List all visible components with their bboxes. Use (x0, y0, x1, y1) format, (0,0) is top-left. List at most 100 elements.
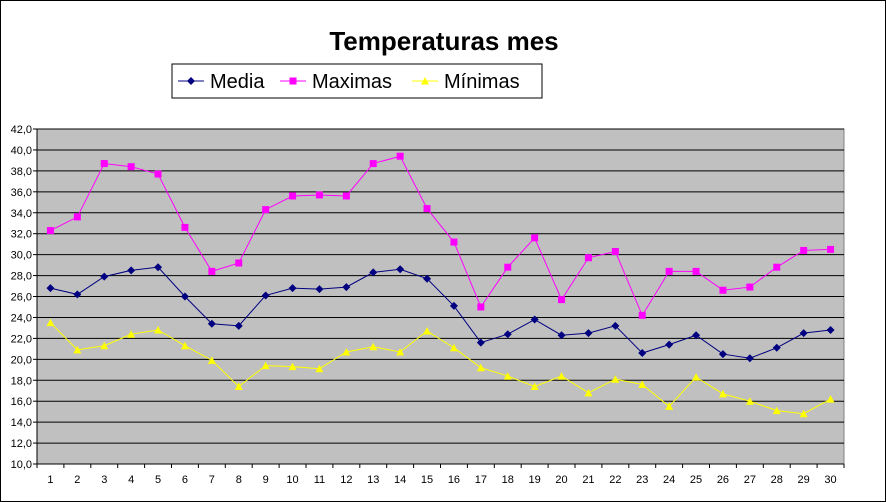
y-tick-label: 30,0 (11, 250, 32, 262)
y-tick-label: 14,0 (11, 417, 32, 429)
data-point-media (476, 338, 485, 347)
data-point-maximas (100, 160, 108, 168)
x-tick-label: 12 (340, 474, 352, 486)
y-tick-label: 34,0 (11, 208, 32, 220)
x-tick-label: 28 (771, 474, 783, 486)
y-tick-label: 26,0 (11, 292, 32, 304)
y-tick-label: 10,0 (11, 459, 32, 471)
series-line-minimas (50, 322, 831, 415)
data-point-media (665, 340, 674, 349)
data-point-minimas (100, 341, 109, 350)
data-point-minimas (46, 318, 55, 327)
data-point-media (557, 331, 566, 340)
y-tick-label: 16,0 (11, 396, 32, 408)
data-point-minimas (665, 402, 674, 410)
data-point-maximas (181, 223, 189, 231)
legend-label: Media (210, 71, 265, 93)
data-point-media (369, 268, 378, 277)
data-point-maximas (504, 263, 512, 271)
y-tick-label: 38,0 (11, 166, 32, 178)
data-point-media (396, 265, 405, 274)
data-point-maximas (665, 267, 673, 275)
x-tick-label: 5 (155, 474, 161, 486)
data-point-minimas (772, 406, 781, 415)
data-point-maximas (369, 160, 377, 168)
x-tick-label: 11 (314, 474, 325, 486)
data-point-media (261, 291, 270, 300)
data-point-minimas (315, 364, 324, 373)
y-tick-label: 40,0 (11, 145, 32, 157)
data-point-minimas (530, 382, 539, 391)
legend-label: Maximas (312, 71, 392, 93)
data-point-maximas (315, 191, 323, 199)
data-point-maximas (584, 254, 592, 262)
data-point-media (100, 272, 109, 281)
data-point-maximas (611, 247, 619, 255)
data-point-minimas (718, 389, 727, 398)
data-point-maximas (638, 311, 646, 319)
data-point-minimas (449, 343, 458, 352)
data-point-minimas (234, 382, 243, 391)
data-point-media (826, 326, 835, 334)
data-point-maximas (208, 267, 216, 275)
x-tick-label: 25 (690, 474, 702, 486)
data-point-media (718, 350, 727, 359)
data-point-minimas (207, 356, 216, 364)
data-point-maximas (262, 206, 270, 214)
x-tick-label: 9 (263, 474, 269, 486)
series-media (46, 263, 835, 363)
x-tick-label: 17 (475, 474, 487, 486)
data-point-minimas (584, 388, 593, 397)
legend: Media Maximas Mínimas (171, 63, 543, 99)
x-tick-label: 10 (286, 474, 298, 486)
x-tick-label: 20 (555, 474, 567, 486)
data-point-minimas (476, 363, 485, 372)
data-point-maximas (450, 238, 458, 246)
data-point-minimas (638, 380, 647, 388)
data-point-media (180, 292, 189, 301)
data-point-media (127, 266, 136, 275)
x-tick-label: 29 (798, 474, 810, 486)
data-point-maximas (719, 286, 727, 294)
data-point-media (611, 321, 620, 330)
x-tick-label: 4 (128, 474, 134, 486)
x-tick-label: 27 (744, 474, 756, 486)
data-point-maximas (746, 283, 754, 291)
y-tick-label: 18,0 (11, 375, 32, 387)
data-point-maximas (800, 246, 808, 254)
x-tick-label: 24 (663, 474, 675, 486)
x-axis: 1 2 3 4 5 6 7 8 9 10 11 12 13 14 15 16 17 18 19 20 21 22 23 24 2… (36, 463, 845, 486)
legend-item-media: Media (178, 71, 265, 93)
data-point-media (423, 274, 432, 283)
legend-box (171, 63, 543, 99)
legend-item-maximas: Maximas (280, 71, 392, 93)
chart-title: Temperaturas mes (329, 26, 558, 56)
y-axis: 10,0 12,0 14,0 16,0 18,0 20,0 22,0 24,0 26,0 28,0… (11, 124, 38, 471)
x-tick-label: 23 (636, 474, 648, 486)
data-point-minimas (745, 397, 754, 405)
data-point-minimas (503, 372, 512, 380)
data-point-minimas (127, 330, 136, 338)
x-tick-label: 14 (394, 474, 406, 486)
y-tick-label: 24,0 (11, 312, 32, 324)
data-point-media (692, 331, 701, 340)
data-point-minimas (692, 373, 701, 381)
y-tick-label: 20,0 (11, 354, 32, 366)
x-tick-label: 19 (529, 474, 541, 486)
legend-marker (289, 77, 297, 85)
data-point-maximas (423, 205, 431, 213)
y-tick-label: 36,0 (11, 187, 32, 199)
x-tick-label: 22 (609, 474, 621, 486)
legend-marker (421, 77, 429, 85)
data-point-minimas (396, 347, 405, 356)
y-tick-label: 32,0 (11, 229, 32, 241)
x-tick-label: 18 (502, 474, 514, 486)
data-point-maximas (154, 170, 162, 178)
data-point-media (288, 284, 297, 293)
data-point-maximas (692, 267, 700, 275)
data-point-media (772, 343, 781, 352)
data-point-media (207, 319, 216, 328)
y-tick-label: 22,0 (11, 333, 32, 345)
data-point-media (234, 321, 243, 330)
